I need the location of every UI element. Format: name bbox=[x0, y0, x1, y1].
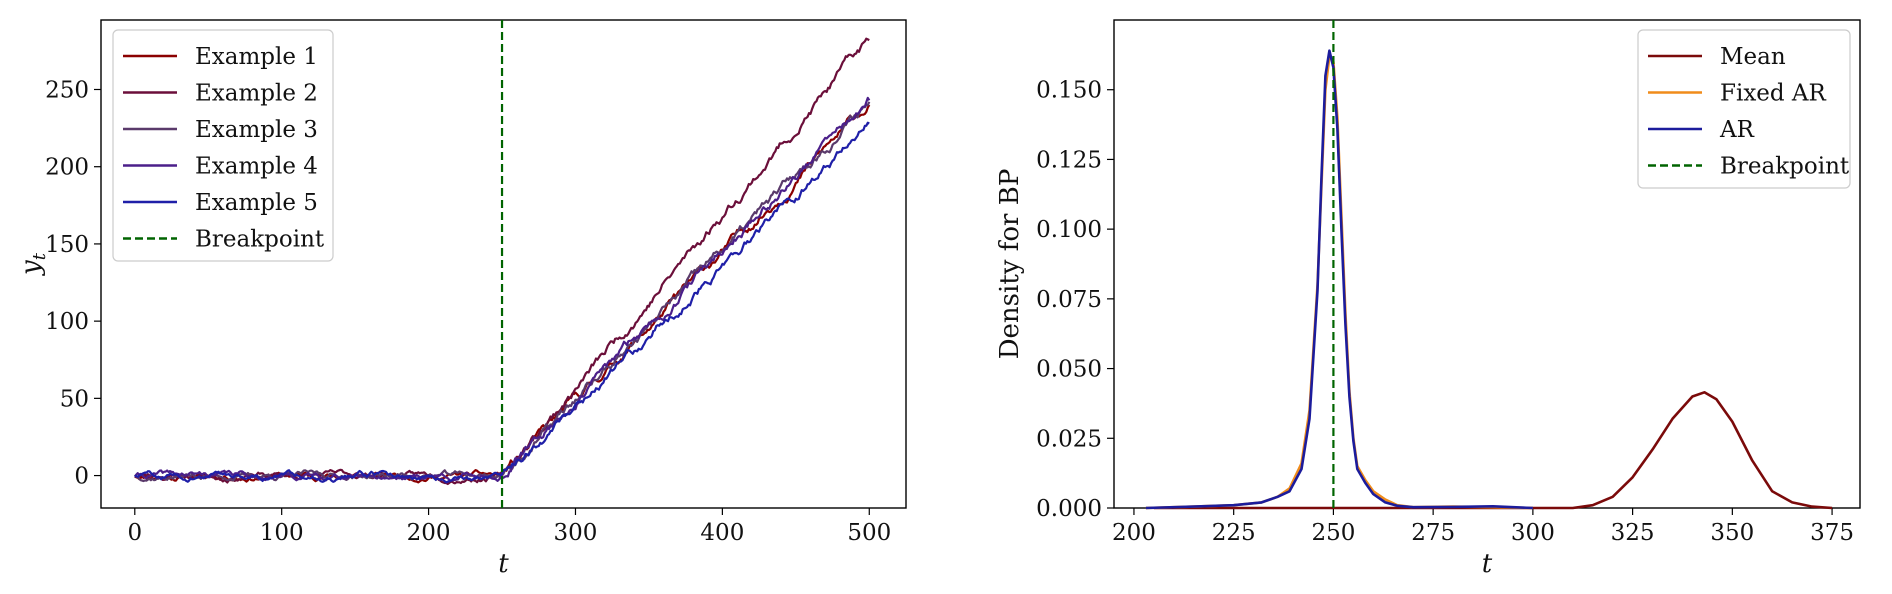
x-tick-label: 500 bbox=[847, 520, 891, 546]
y-axis-label: Density for BP bbox=[995, 169, 1025, 360]
x-tick-label: 375 bbox=[1810, 520, 1854, 546]
x-tick-label: 350 bbox=[1710, 520, 1754, 546]
y-tick-label: 150 bbox=[45, 232, 89, 258]
y-tick-label: 0 bbox=[74, 464, 89, 490]
y-tick-label: 0.150 bbox=[1036, 78, 1102, 104]
left-chart: 0 100 200 300 400 500 0 50 100 150 200 250 t yt Exampl… bbox=[16, 19, 907, 579]
legend-label: Mean bbox=[1720, 44, 1786, 70]
y-tick-label: 0.025 bbox=[1036, 426, 1102, 452]
x-tick-label: 300 bbox=[1511, 520, 1555, 546]
density-line bbox=[1145, 54, 1533, 510]
x-tick-label: 200 bbox=[1112, 520, 1156, 546]
y-tick-label: 0.050 bbox=[1036, 357, 1102, 383]
density-line bbox=[1153, 390, 1833, 510]
y-tick-label: 50 bbox=[60, 386, 89, 412]
right-chart: 200 225 250 275 300 325 350 375 0.000 0.025 0.050 0… bbox=[995, 19, 1861, 579]
legend-box bbox=[1637, 29, 1851, 189]
x-tick-label: 275 bbox=[1411, 520, 1455, 546]
legend-label: AR bbox=[1719, 117, 1755, 143]
plot-frame bbox=[100, 19, 907, 509]
legend-label: Example 1 bbox=[195, 44, 318, 70]
legend-label: Breakpoint bbox=[195, 227, 325, 253]
y-tick-label: 0.125 bbox=[1036, 147, 1102, 173]
x-tick-label: 325 bbox=[1611, 520, 1655, 546]
legend-label: Example 5 bbox=[195, 190, 318, 216]
x-tick-label: 300 bbox=[554, 520, 598, 546]
x-tick-label: 250 bbox=[1311, 520, 1355, 546]
x-tick-label: 400 bbox=[700, 520, 744, 546]
y-tick-label: 0.075 bbox=[1036, 287, 1102, 313]
legend-label: Example 2 bbox=[195, 81, 318, 107]
y-tick-label: 0.100 bbox=[1036, 217, 1102, 243]
y-tick-label: 0.000 bbox=[1036, 496, 1102, 522]
x-tick-label: 200 bbox=[407, 520, 451, 546]
legend-label: Example 4 bbox=[195, 154, 318, 180]
x-axis-label: t bbox=[498, 549, 509, 579]
series-line bbox=[134, 121, 870, 484]
y-tick-label: 250 bbox=[45, 77, 89, 103]
y-tick-label: 100 bbox=[45, 309, 89, 335]
x-tick-label: 0 bbox=[127, 520, 142, 546]
legend-label: Fixed AR bbox=[1720, 81, 1827, 107]
density-line bbox=[1145, 49, 1533, 510]
y-tick-label: 200 bbox=[45, 155, 89, 181]
x-tick-label: 100 bbox=[260, 520, 304, 546]
x-axis-label: t bbox=[1482, 549, 1493, 579]
legend-label: Breakpoint bbox=[1720, 154, 1850, 180]
y-axis-label: yt bbox=[16, 252, 50, 276]
legend-label: Example 3 bbox=[195, 117, 318, 143]
x-tick-label: 225 bbox=[1212, 520, 1256, 546]
